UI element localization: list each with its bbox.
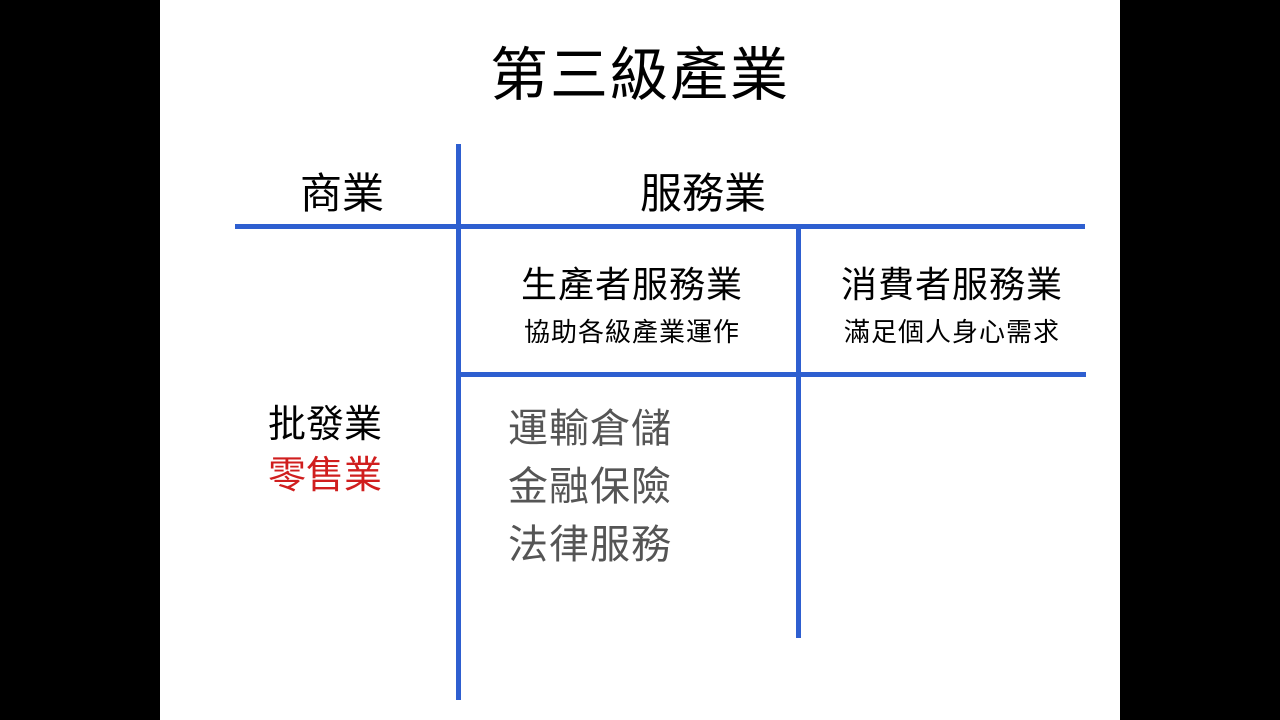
divider-horizontal-mid	[456, 372, 1086, 377]
list-item: 法律服務	[508, 516, 672, 574]
list-item: 運輸倉儲	[508, 400, 672, 458]
producer-services-block: 生產者服務業 協助各級產業運作	[472, 256, 792, 349]
list-item: 金融保險	[508, 458, 672, 516]
divider-horizontal-top	[235, 224, 1085, 229]
header-services: 服務業	[640, 160, 766, 221]
producer-services-title: 生產者服務業	[472, 256, 792, 308]
commerce-types: 批發業 零售業	[268, 400, 382, 503]
divider-vertical-sub	[796, 228, 801, 638]
producer-examples-list: 運輸倉儲 金融保險 法律服務	[508, 400, 672, 574]
divider-vertical-main	[456, 144, 461, 700]
commerce-retail: 零售業	[268, 451, 382, 502]
slide: 第三級產業 商業 服務業 批發業 零售業 生產者服務業 協助各級產業運作 消費者…	[160, 0, 1120, 720]
consumer-services-desc: 滿足個人身心需求	[802, 312, 1102, 349]
producer-services-desc: 協助各級產業運作	[472, 312, 792, 349]
consumer-services-title: 消費者服務業	[802, 256, 1102, 308]
consumer-services-block: 消費者服務業 滿足個人身心需求	[802, 256, 1102, 349]
commerce-wholesale: 批發業	[268, 400, 382, 451]
header-commerce: 商業	[300, 160, 384, 221]
slide-title: 第三級產業	[160, 28, 1120, 112]
